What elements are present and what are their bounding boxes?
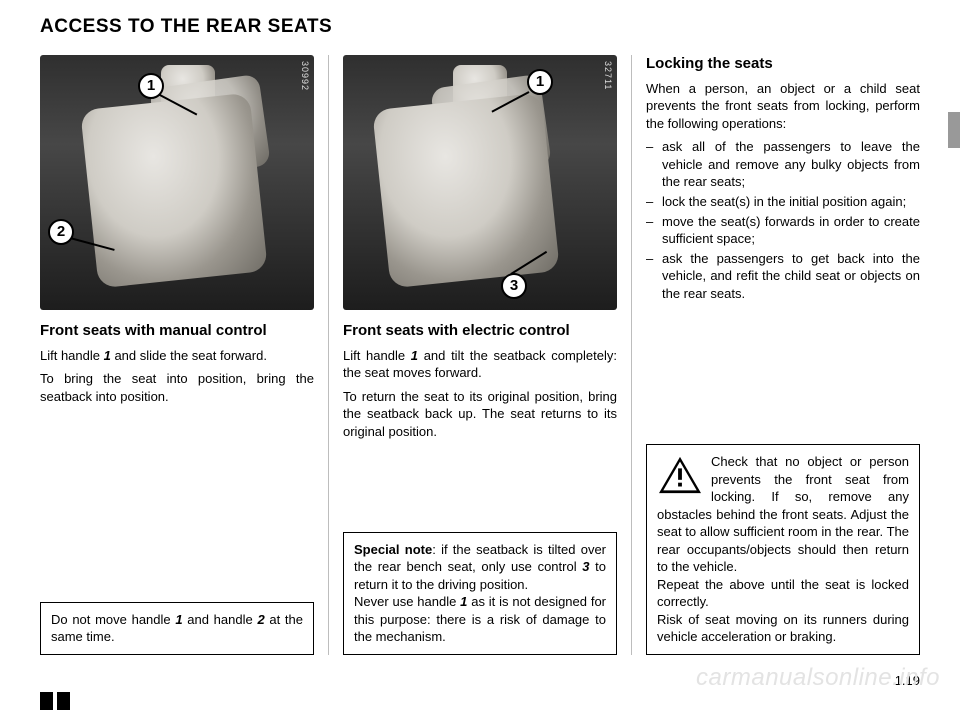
text: and slide the seat forward. — [111, 348, 267, 363]
col2-special-note-box: Special note: if the seatback is tilted … — [343, 532, 617, 655]
warning-icon — [657, 455, 703, 497]
crop-mark — [57, 692, 70, 710]
column-3: Locking the seats When a person, an obje… — [646, 55, 920, 655]
side-tab — [948, 112, 960, 148]
callout-2: 2 — [48, 219, 74, 245]
col1-p2: To bring the seat into position, bring t… — [40, 370, 314, 405]
figure-electric-seat: 32711 1 3 — [343, 55, 617, 310]
col1-p1: Lift handle 1 and slide the seat forward… — [40, 347, 314, 365]
text: Lift handle — [343, 348, 411, 363]
col3-p1: When a person, an object or a child seat… — [646, 80, 920, 133]
column-separator — [631, 55, 632, 655]
figure-id: 30992 — [300, 61, 310, 91]
col3-warning-box: Check that no object or person prevents … — [646, 444, 920, 655]
list-item: move the seat(s) forwards in order to cr… — [646, 213, 920, 248]
figure-id: 32711 — [603, 61, 613, 90]
ref-1: 1 — [104, 348, 111, 363]
list-item: ask all of the passengers to leave the v… — [646, 138, 920, 191]
manual-page: ACCESS TO THE REAR SEATS 30992 1 2 Front… — [0, 0, 960, 710]
callout-1: 1 — [138, 73, 164, 99]
page-title: ACCESS TO THE REAR SEATS — [40, 16, 332, 38]
spacer — [343, 446, 617, 531]
column-1: 30992 1 2 Front seats with manual contro… — [40, 55, 314, 655]
ref-2: 2 — [257, 612, 264, 627]
callout-1: 1 — [527, 69, 553, 95]
seat-cushion — [80, 93, 268, 288]
warn-p2: Repeat the above until the seat is locke… — [657, 577, 909, 610]
col2-p1: Lift handle 1 and tilt the seatback comp… — [343, 347, 617, 382]
col1-subtitle: Front seats with manual control — [40, 322, 314, 341]
columns: 30992 1 2 Front seats with manual contro… — [40, 55, 920, 655]
col1-warning-box: Do not move handle 1 and handle 2 at the… — [40, 602, 314, 655]
list-item: ask the passengers to get back into the … — [646, 250, 920, 303]
text: and handle — [183, 612, 258, 627]
col3-subtitle: Locking the seats — [646, 55, 920, 74]
column-separator — [328, 55, 329, 655]
text: Never use handle — [354, 594, 460, 609]
crop-mark — [40, 692, 53, 710]
column-2: 32711 1 3 Front seats with electric cont… — [343, 55, 617, 655]
col3-list: ask all of the passengers to leave the v… — [646, 138, 920, 304]
text: Lift handle — [40, 348, 104, 363]
ref-1: 1 — [411, 348, 418, 363]
page-number: 1.19 — [895, 673, 920, 688]
spacer — [646, 304, 920, 444]
warn-p3: Risk of seat moving on its runners durin… — [657, 612, 909, 645]
col2-p2: To return the seat to its original posit… — [343, 388, 617, 441]
text: Do not move handle — [51, 612, 175, 627]
callout-3: 3 — [501, 273, 527, 299]
note-lead: Special note — [354, 542, 432, 557]
list-item: lock the seat(s) in the initial position… — [646, 193, 920, 211]
footer-crop-marks — [40, 692, 70, 710]
col2-subtitle: Front seats with electric control — [343, 322, 617, 341]
spacer — [40, 411, 314, 602]
figure-manual-seat: 30992 1 2 — [40, 55, 314, 310]
ref-1: 1 — [175, 612, 182, 627]
